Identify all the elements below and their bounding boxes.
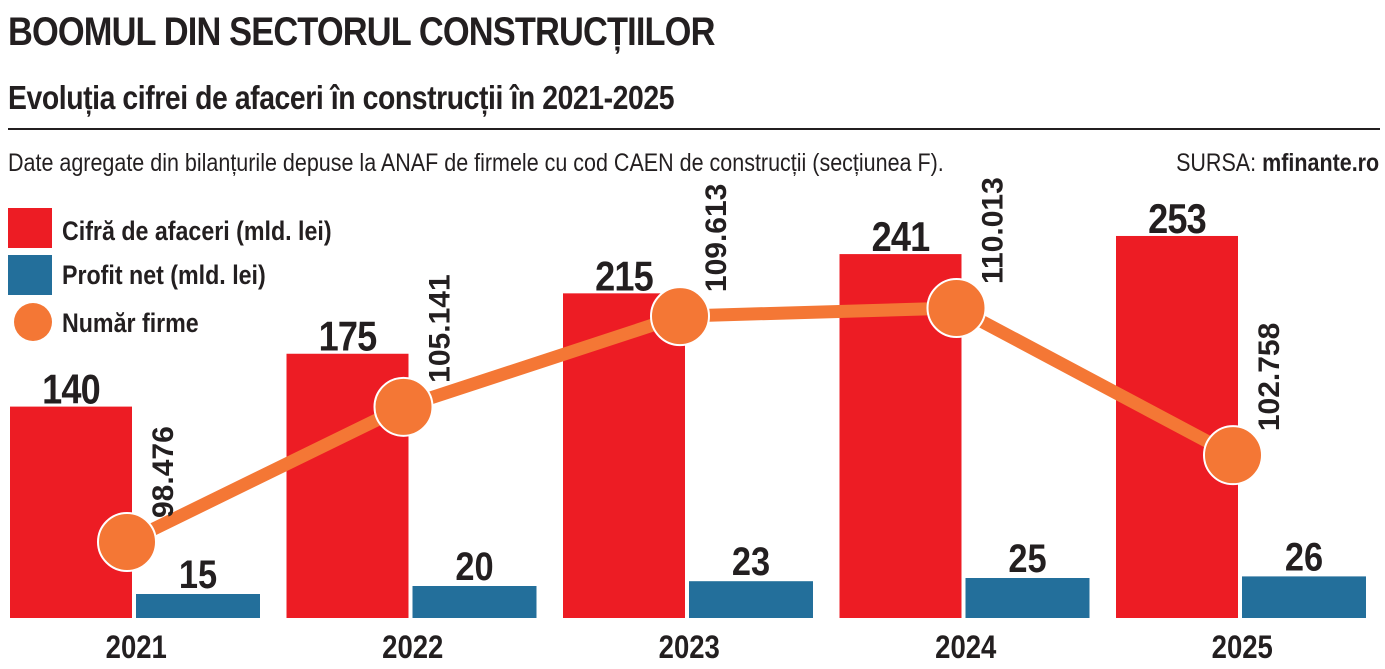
source-line: SURSA: mfinante.ro xyxy=(1175,149,1379,178)
profit-label-2025: 26 xyxy=(1285,534,1323,579)
revenue-label-2024: 241 xyxy=(872,215,930,261)
x-tick-2023: 2023 xyxy=(659,630,720,665)
firm-label-2025: 102.758 xyxy=(1253,323,1286,431)
firm-point-2023 xyxy=(650,286,710,347)
firm-point-2025 xyxy=(1203,425,1263,486)
source-label: SURSA: xyxy=(1175,149,1256,177)
profit-bar-2024 xyxy=(965,578,1090,618)
firm-label-2024: 110.013 xyxy=(977,177,1010,284)
firm-point-2021 xyxy=(97,512,157,572)
firm-point-2024 xyxy=(926,278,987,338)
firm-label-2022: 105.141 xyxy=(424,274,457,382)
page-subtitle: Evoluția cifrei de afaceri în construcți… xyxy=(8,79,675,116)
legend-swatch-firms xyxy=(14,303,52,341)
x-tick-2021: 2021 xyxy=(106,630,167,665)
title-divider xyxy=(8,128,1380,130)
legend-label-profit: Profit net (mld. lei) xyxy=(62,260,266,290)
revenue-label-2023: 215 xyxy=(595,254,653,300)
legend-swatch-profit xyxy=(8,255,52,295)
source-value: mfinante.ro xyxy=(1261,149,1379,177)
revenue-label-2025: 253 xyxy=(1148,197,1206,243)
profit-label-2021: 15 xyxy=(179,552,217,597)
profit-bar-2025 xyxy=(1242,576,1366,618)
profit-label-2023: 23 xyxy=(732,539,770,584)
firm-label-2023: 109.613 xyxy=(700,184,733,292)
legend-label-firms: Număr firme xyxy=(62,308,199,338)
profit-bar-2023 xyxy=(689,581,813,618)
firm-label-2021: 98.476 xyxy=(147,426,180,518)
x-tick-2024: 2024 xyxy=(935,630,997,665)
revenue-label-2022: 175 xyxy=(319,314,377,360)
labels-group: 140 15 2021 175 20 2022 215 23 2023 241 25 2024 253 2… xyxy=(42,177,1323,665)
x-tick-2025: 2025 xyxy=(1212,630,1273,665)
profit-label-2022: 20 xyxy=(455,544,493,589)
legend-swatch-revenue xyxy=(8,208,52,248)
legend: Cifră de afaceri (mld. lei) Profit net (m… xyxy=(8,208,332,341)
chart-note: Date agregate din bilanțurile depuse la … xyxy=(8,149,944,177)
revenue-label-2021: 140 xyxy=(42,367,100,413)
profit-bar-2021 xyxy=(136,594,260,618)
profit-bar-2022 xyxy=(412,586,537,618)
firm-point-2022 xyxy=(373,376,434,437)
page-title: BOOMUL DIN SECTORUL CONSTRUCȚIILOR xyxy=(8,10,715,54)
x-tick-2022: 2022 xyxy=(382,630,443,665)
firm-line-group xyxy=(97,278,1263,572)
legend-label-revenue: Cifră de afaceri (mld. lei) xyxy=(62,216,332,246)
revenue-bar-2021 xyxy=(10,406,132,618)
profit-label-2024: 25 xyxy=(1008,536,1046,581)
